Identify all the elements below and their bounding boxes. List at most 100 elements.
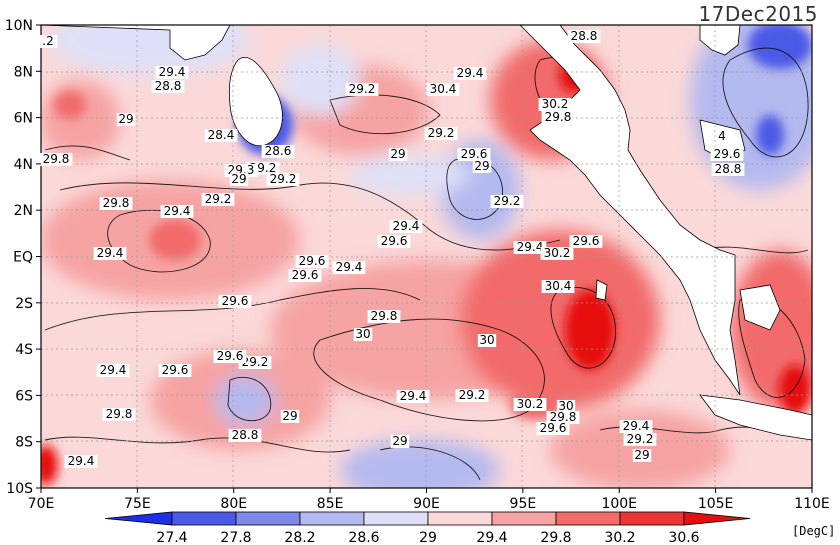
contour-label: 30 bbox=[558, 399, 573, 413]
contour-label-bg bbox=[280, 410, 300, 423]
contour-label: 29.4 bbox=[393, 219, 420, 233]
contour-label: 30 bbox=[479, 333, 494, 347]
colorbar-tick-label: 29.8 bbox=[540, 530, 571, 545]
contour-labels: .228.82929.429.229.430.428.829629.230.22… bbox=[38, 29, 745, 468]
contour-label-bg bbox=[102, 408, 136, 421]
x-tick-label: 90E bbox=[413, 496, 440, 512]
colorbar-tick-label: 27.4 bbox=[156, 530, 187, 545]
contour-label: 28.8 bbox=[715, 162, 742, 176]
x-tick-label: 100E bbox=[601, 496, 637, 512]
colorbar-segment bbox=[235, 511, 301, 526]
contour-label: 29.8 bbox=[43, 152, 70, 166]
contour-label: 29 bbox=[474, 159, 489, 173]
contour-label: 29 bbox=[282, 409, 297, 423]
contour-label-bg bbox=[632, 449, 652, 462]
contour-label-bg bbox=[353, 328, 373, 341]
contour-label: 29.6 bbox=[381, 234, 408, 248]
contour-label-bg bbox=[201, 193, 235, 206]
contour-label: 29.2 bbox=[349, 82, 376, 96]
contour-label-bg bbox=[388, 148, 408, 161]
contour-label-bg bbox=[155, 66, 189, 79]
contour-label: 29.6 bbox=[573, 234, 600, 248]
contour-label-bg bbox=[536, 422, 570, 435]
colorbar-tick-label: 28.6 bbox=[348, 530, 379, 545]
contour-label: 29.6 bbox=[162, 363, 189, 377]
contour-label-bg bbox=[367, 310, 401, 323]
contour-label-bg bbox=[38, 35, 58, 48]
colorbar-segment bbox=[363, 511, 429, 526]
colorbar-segment bbox=[555, 511, 621, 526]
contour-label-bg bbox=[390, 435, 410, 448]
contour-label: 29.6 bbox=[540, 421, 567, 435]
contour-label: 29.8 bbox=[550, 410, 577, 424]
contour-label-bg bbox=[266, 173, 300, 186]
contour-label: 29 bbox=[634, 448, 649, 462]
contour-label: 29.6 bbox=[299, 254, 326, 268]
contour-label-bg bbox=[261, 145, 295, 158]
contour-label-bg bbox=[538, 98, 572, 111]
contour-label: 29.2 bbox=[494, 194, 521, 208]
contour-label: .2 bbox=[42, 34, 53, 48]
contour-label-bg bbox=[64, 455, 98, 468]
contour-label-bg bbox=[39, 153, 73, 166]
contour-label-bg bbox=[623, 433, 657, 446]
contour-label-bg bbox=[377, 235, 411, 248]
contour-label: 29.4 bbox=[100, 363, 127, 377]
contour-label: 29.8 bbox=[545, 110, 572, 124]
colorbar-tick-label: 30.6 bbox=[668, 530, 699, 545]
sst-field bbox=[41, 25, 812, 488]
contour-label-bg bbox=[556, 400, 576, 413]
contour-label: 28.8 bbox=[155, 79, 182, 93]
contour-label-bg bbox=[96, 364, 130, 377]
colorbar-segment bbox=[299, 511, 365, 526]
contour-label: 30.2 bbox=[544, 246, 571, 260]
contour-label: 28.4 bbox=[208, 128, 235, 142]
contour-label-bg bbox=[218, 295, 252, 308]
colorbar-tick-label: 30.2 bbox=[604, 530, 635, 545]
contour-label: 29.2 bbox=[459, 388, 486, 402]
contour-label: 29.4 bbox=[457, 66, 484, 80]
contour-label-bg bbox=[711, 163, 745, 176]
contour-label: 29.2 bbox=[627, 432, 654, 446]
contour-label: 29.4 bbox=[623, 419, 650, 433]
contour-label-bg bbox=[472, 160, 492, 173]
contour-label: 29.2 bbox=[242, 355, 269, 369]
contour-label-bg bbox=[716, 130, 728, 143]
contour-label-bg bbox=[160, 205, 194, 218]
colorbar-low-arrow bbox=[104, 511, 173, 526]
contour-label: 30.4 bbox=[545, 279, 572, 293]
contour-label-bg bbox=[477, 334, 497, 347]
x-tick-label: 80E bbox=[220, 496, 247, 512]
contour-label: 28.8 bbox=[571, 29, 598, 43]
contour-label-bg bbox=[567, 30, 601, 43]
contour-label-bg bbox=[453, 67, 487, 80]
contour-label-bg bbox=[396, 390, 430, 403]
colorbar-high-arrow bbox=[683, 511, 751, 526]
contour-label-bg bbox=[426, 83, 460, 96]
contour-label: 29 bbox=[392, 434, 407, 448]
contour-label-bg bbox=[151, 80, 185, 93]
contour-label-bg bbox=[389, 220, 423, 233]
contour-label-bg bbox=[513, 241, 547, 254]
contour-label: 29.8 bbox=[106, 407, 133, 421]
x-tick-label: 75E bbox=[124, 496, 151, 512]
contour-label-bg bbox=[513, 398, 547, 411]
contour-label: 28.6 bbox=[265, 144, 292, 158]
contour-label: 30.2 bbox=[542, 97, 569, 111]
contour-label-bg bbox=[332, 261, 366, 274]
colorbar-tick-label: 29.4 bbox=[476, 530, 507, 545]
y-tick-label: 4N bbox=[14, 157, 33, 173]
contour-label-bg bbox=[204, 129, 238, 142]
x-tick-label: 95E bbox=[510, 496, 537, 512]
contour-label: 29.6 bbox=[222, 294, 249, 308]
y-tick-label: 8N bbox=[14, 64, 33, 80]
contour-label-bg bbox=[457, 148, 491, 161]
contour-label: 29.4 bbox=[159, 65, 186, 79]
contour-label: 30 bbox=[355, 327, 370, 341]
contour-label: 29.4 bbox=[164, 204, 191, 218]
contour-label: 29.8 bbox=[103, 196, 130, 210]
contour-label-bg bbox=[619, 420, 653, 433]
contour-label-bg bbox=[229, 173, 249, 186]
contour-label-bg bbox=[710, 148, 744, 161]
